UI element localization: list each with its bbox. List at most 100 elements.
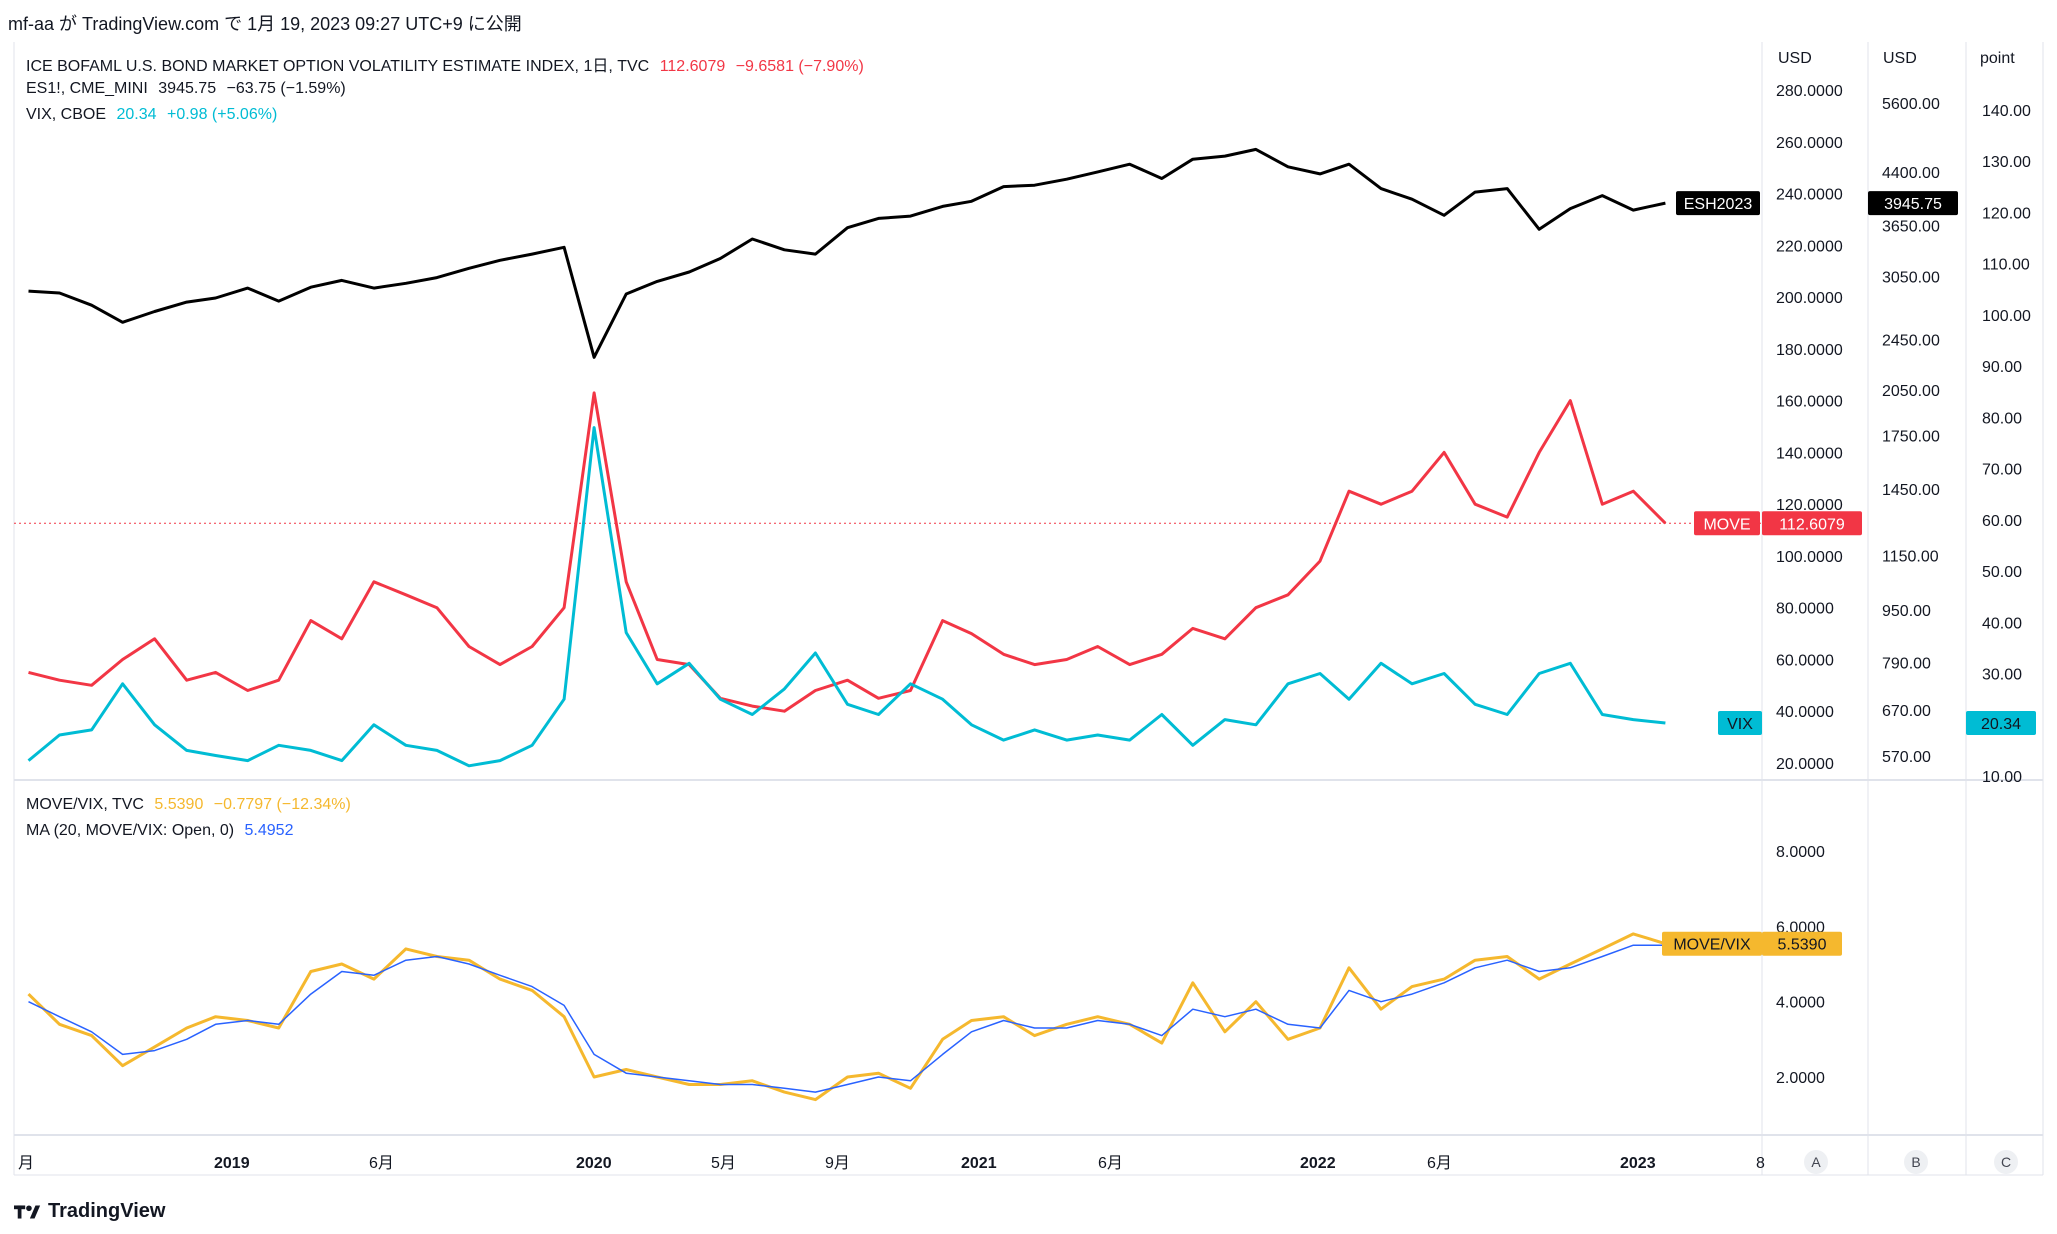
badge-es-value: 3945.75: [1868, 191, 1958, 216]
badge-move-label-bg: [1694, 511, 1760, 536]
axis-a-tick: 140.0000: [1776, 445, 1843, 462]
legend-ratio-change: −0.7797 (−12.34%): [213, 796, 351, 813]
legend-es-change: −63.75 (−1.59%): [226, 80, 346, 97]
axis-a-tick: 20.0000: [1776, 756, 1834, 773]
badge-vix-label: VIX: [1718, 711, 1762, 736]
legend-ratio-name: MOVE/VIX, TVC: [26, 796, 144, 813]
scale-a-button[interactable]: A: [1804, 1150, 1828, 1174]
axis-c-tick: 60.00: [1982, 513, 2022, 530]
axis-c-tick: 110.00: [1982, 257, 2030, 274]
axis-c-tick: 120.00: [1982, 205, 2031, 222]
axis-a-tick: 180.0000: [1776, 342, 1843, 359]
x-tick-label: 6月: [1427, 1155, 1452, 1172]
axis-c-tick: 10.00: [1982, 769, 2022, 786]
badge-ratio-label-bg: [1662, 931, 1762, 956]
x-tick-label: 2023: [1620, 1155, 1656, 1172]
badge-es-label: ESH2023: [1676, 191, 1760, 216]
legend-vix-last: 20.34: [116, 106, 157, 123]
series-line-move-vix: [27, 932, 1666, 1102]
badge-ratio-value-text: 5.5390: [1778, 937, 1827, 954]
badge-vix-value-text: 20.34: [1981, 716, 2021, 733]
legend-ratio[interactable]: MOVE/VIX, TVC 5.5390 −0.7797 (−12.34%): [26, 796, 357, 814]
axis-b-tick: 950.00: [1882, 603, 1931, 620]
legend-vix-name: VIX, CBOE: [26, 106, 107, 123]
x-tick-label: 9月: [825, 1155, 850, 1172]
scale-c-button[interactable]: C: [1994, 1150, 2018, 1174]
x-tick-label: 月: [18, 1155, 34, 1172]
axis-c-tick: 50.00: [1982, 564, 2022, 581]
series-line-move: [28, 391, 1667, 713]
axis-a-tick: 260.0000: [1776, 135, 1843, 152]
tradingview-logo[interactable]: TradingView: [14, 1200, 165, 1223]
badge-vix-label-bg: [1718, 711, 1762, 736]
sub-axis-tick: 4.0000: [1776, 995, 1825, 1012]
axis-b-tick: 570.00: [1882, 749, 1931, 766]
axis-b-tick: 5600.00: [1882, 96, 1940, 113]
axis-a-tick: 40.0000: [1776, 704, 1834, 721]
axis-b-tick: 2050.00: [1882, 383, 1940, 400]
axis-a-tick: 280.0000: [1776, 83, 1843, 100]
axis-b-tick: 4400.00: [1882, 165, 1940, 182]
axis-b-tick: 1450.00: [1882, 482, 1940, 499]
legend-vix[interactable]: VIX, CBOE 20.34 +0.98 (+5.06%): [26, 106, 283, 124]
scale-b-button[interactable]: B: [1904, 1150, 1928, 1174]
badge-move-value: 112.6079: [1762, 511, 1862, 536]
badge-ratio-label: MOVE/VIX: [1662, 931, 1762, 956]
axis-b-title: USD: [1883, 50, 1917, 67]
axis-b-tick: 790.00: [1882, 656, 1931, 673]
x-tick-label: 5月: [711, 1155, 736, 1172]
axis-c-tick: 30.00: [1982, 667, 2022, 684]
axis-b-tick: 2450.00: [1882, 332, 1940, 349]
axis-b-tick: 1150.00: [1882, 548, 1939, 565]
badge-es-value-bg: [1868, 191, 1958, 216]
legend-ratio-last: 5.5390: [154, 796, 204, 813]
badge-ratio-label-text: MOVE/VIX: [1673, 937, 1751, 954]
badge-move-label-text: MOVE: [1703, 516, 1750, 533]
legend-es-last: 3945.75: [158, 80, 217, 97]
legend-vix-change: +0.98 (+5.06%): [166, 106, 278, 123]
x-tick-label: 2021: [961, 1155, 997, 1172]
axis-a-tick: 160.0000: [1776, 394, 1843, 411]
axis-c-tick: 90.00: [1982, 359, 2022, 376]
legend-move-change: −9.6581 (−7.90%): [735, 58, 864, 75]
axis-b-tick: 1750.00: [1882, 428, 1940, 445]
x-tick-label: 2020: [576, 1155, 612, 1172]
badge-vix-value: 20.34: [1966, 711, 2036, 736]
legend-es-name: ES1!, CME_MINI: [26, 80, 148, 97]
legend-move[interactable]: ICE BOFAML U.S. BOND MARKET OPTION VOLAT…: [26, 52, 870, 76]
x-tick-label: 2022: [1300, 1155, 1336, 1172]
axis-c-tick: 40.00: [1982, 615, 2022, 632]
sub-axis-tick: 8.0000: [1776, 844, 1825, 861]
series-line-vix: [27, 426, 1666, 768]
axis-c-tick: 130.00: [1982, 154, 2031, 171]
legend-ma-name: MA (20, MOVE/VIX: Open, 0): [26, 822, 235, 839]
legend-move-name: ICE BOFAML U.S. BOND MARKET OPTION VOLAT…: [26, 58, 650, 75]
x-tick-label: 8: [1756, 1155, 1765, 1172]
axis-c-tick: 70.00: [1982, 462, 2022, 479]
axis-a-tick: 200.0000: [1776, 290, 1843, 307]
axis-b-tick: 3650.00: [1882, 218, 1940, 235]
axis-c-tick: 80.00: [1982, 410, 2022, 427]
axis-b-tick: 670.00: [1882, 703, 1931, 720]
x-tick-label: 6月: [1098, 1155, 1123, 1172]
axis-a-tick: 120.0000: [1776, 497, 1843, 514]
badge-vix-value-bg: [1966, 711, 2036, 736]
tradingview-logo-icon: [14, 1204, 41, 1219]
publisher-header: mf-aa が TradingView.com で 1月 19, 2023 09…: [8, 14, 522, 34]
axis-a-title: USD: [1778, 50, 1812, 67]
axis-a-tick: 80.0000: [1776, 601, 1834, 618]
series-line-es1: [28, 147, 1666, 359]
legend-move-last: 112.6079: [659, 58, 726, 75]
x-tick-label: 2019: [214, 1155, 250, 1172]
badge-ratio-value: 5.5390: [1762, 931, 1842, 956]
badge-move-value-bg: [1762, 511, 1862, 536]
legend-ma[interactable]: MA (20, MOVE/VIX: Open, 0) 5.4952: [26, 822, 299, 840]
tradingview-logo-text: TradingView: [48, 1200, 166, 1222]
badge-es-label-bg: [1676, 191, 1760, 216]
badge-es-label-text: ESH2023: [1684, 196, 1753, 213]
legend-es[interactable]: ES1!, CME_MINI 3945.75 −63.75 (−1.59%): [26, 80, 352, 98]
badge-move-value-text: 112.6079: [1779, 516, 1845, 533]
axis-c-title: point: [1980, 50, 2015, 67]
legend-ma-last: 5.4952: [244, 822, 294, 839]
